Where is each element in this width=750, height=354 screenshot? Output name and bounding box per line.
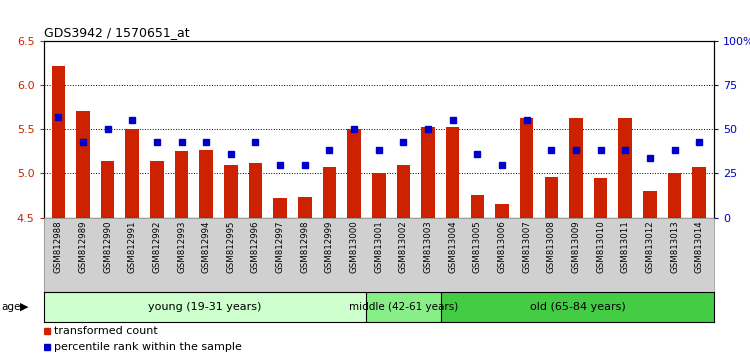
Text: GSM813014: GSM813014 bbox=[694, 221, 703, 273]
Bar bbox=[692, 167, 706, 218]
Text: GSM813004: GSM813004 bbox=[448, 221, 458, 273]
Text: GSM813008: GSM813008 bbox=[547, 221, 556, 273]
Bar bbox=[366, 292, 441, 322]
Text: GSM812997: GSM812997 bbox=[276, 221, 285, 273]
Bar bbox=[520, 118, 533, 218]
Text: GSM813003: GSM813003 bbox=[424, 221, 433, 273]
Bar bbox=[175, 152, 188, 218]
Bar bbox=[100, 161, 114, 218]
Text: GSM812998: GSM812998 bbox=[300, 221, 309, 273]
Text: GSM813007: GSM813007 bbox=[522, 221, 531, 273]
Bar bbox=[441, 292, 714, 322]
Bar bbox=[544, 177, 558, 218]
Bar bbox=[668, 173, 681, 218]
Bar bbox=[347, 129, 361, 218]
Text: GSM812999: GSM812999 bbox=[325, 221, 334, 273]
Text: GSM812988: GSM812988 bbox=[54, 221, 63, 273]
Text: ▶: ▶ bbox=[20, 302, 28, 312]
Text: GSM813009: GSM813009 bbox=[572, 221, 580, 273]
Text: GSM812994: GSM812994 bbox=[202, 221, 211, 273]
Text: GSM812995: GSM812995 bbox=[226, 221, 236, 273]
Bar bbox=[594, 178, 608, 218]
Text: GSM813010: GSM813010 bbox=[596, 221, 605, 273]
Bar bbox=[322, 167, 336, 218]
Text: GSM813012: GSM813012 bbox=[646, 221, 655, 273]
Bar bbox=[298, 197, 311, 218]
Text: GSM813011: GSM813011 bbox=[621, 221, 630, 273]
Text: GSM813002: GSM813002 bbox=[399, 221, 408, 273]
Text: GSM812990: GSM812990 bbox=[103, 221, 112, 273]
Bar bbox=[644, 191, 657, 218]
Bar bbox=[224, 165, 238, 218]
Text: GSM812989: GSM812989 bbox=[79, 221, 88, 273]
Text: GSM813000: GSM813000 bbox=[350, 221, 358, 273]
Bar bbox=[150, 161, 164, 218]
Bar bbox=[125, 129, 139, 218]
Bar bbox=[52, 67, 65, 218]
Text: transformed count: transformed count bbox=[53, 326, 158, 336]
Bar bbox=[249, 163, 262, 218]
Text: GSM813013: GSM813013 bbox=[670, 221, 679, 273]
Bar bbox=[619, 118, 632, 218]
Bar bbox=[422, 126, 435, 218]
Bar bbox=[446, 126, 460, 218]
Bar bbox=[273, 198, 287, 218]
Bar bbox=[200, 149, 213, 218]
Text: GDS3942 / 1570651_at: GDS3942 / 1570651_at bbox=[44, 26, 189, 39]
Text: age: age bbox=[2, 302, 21, 312]
Bar bbox=[44, 292, 366, 322]
Text: young (19-31 years): young (19-31 years) bbox=[148, 302, 262, 312]
Text: GSM813006: GSM813006 bbox=[497, 221, 506, 273]
Bar bbox=[470, 195, 484, 218]
Text: percentile rank within the sample: percentile rank within the sample bbox=[53, 342, 242, 352]
Text: old (65-84 years): old (65-84 years) bbox=[530, 302, 626, 312]
Text: GSM812996: GSM812996 bbox=[251, 221, 260, 273]
Text: GSM813001: GSM813001 bbox=[374, 221, 383, 273]
Text: GSM812993: GSM812993 bbox=[177, 221, 186, 273]
Text: GSM813005: GSM813005 bbox=[472, 221, 482, 273]
Bar bbox=[76, 110, 90, 218]
Text: middle (42-61 years): middle (42-61 years) bbox=[349, 302, 458, 312]
Bar bbox=[569, 118, 583, 218]
Bar bbox=[495, 204, 508, 218]
Text: GSM812992: GSM812992 bbox=[152, 221, 161, 273]
Text: GSM812991: GSM812991 bbox=[128, 221, 136, 273]
Bar bbox=[397, 165, 410, 218]
Bar bbox=[372, 173, 386, 218]
